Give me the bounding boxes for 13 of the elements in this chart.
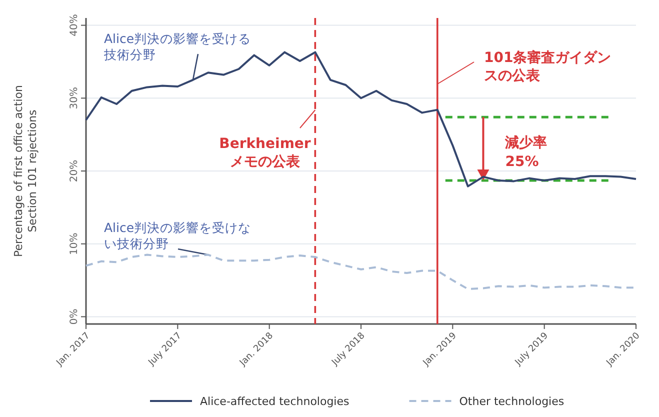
y-tick-label: 20% [69,160,80,182]
annotation: 減少率 25% [504,134,548,170]
annotation: Alice判決の影響を受けない技術分野 [104,220,252,251]
y-tick-label: 30% [69,87,80,110]
legend-label: Alice-affected technologies [200,395,350,408]
legend-label: Other technologies [459,395,564,408]
y-axis-title: Percentage of first office action Section 101 rejections [12,84,39,258]
y-tick-label: 40% [69,14,80,36]
ref-line-label: 101条審査ガイダンスの公表 [484,49,612,84]
y-tick-label: 0% [69,308,80,325]
annotation: Alice判決の影響を受ける技術分野 [103,31,252,62]
y-tick-label: 10% [69,232,80,255]
ref-line-label: Berkheimerメモの公表 [219,136,311,170]
